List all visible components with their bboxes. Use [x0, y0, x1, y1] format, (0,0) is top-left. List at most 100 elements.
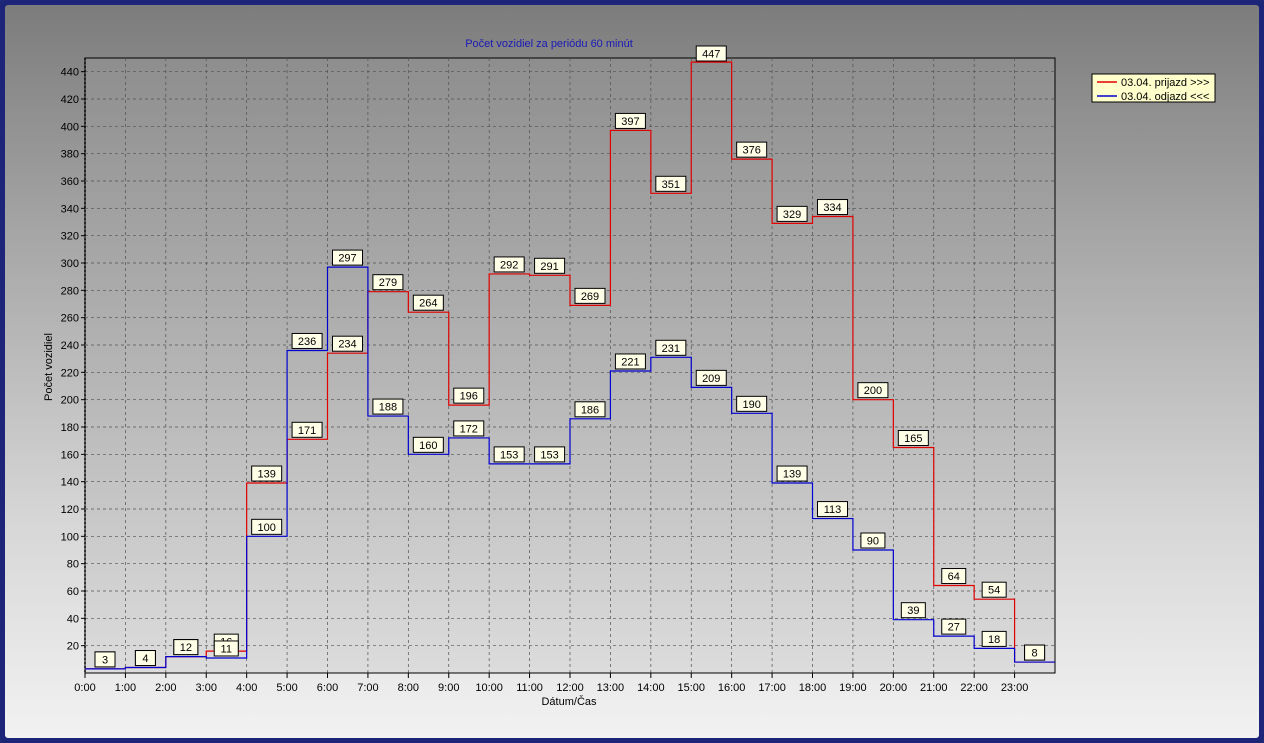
data-label-box [1024, 644, 1046, 661]
data-label-box [981, 581, 1007, 598]
data-label-text: 27 [948, 622, 960, 634]
data-label-text: 113 [824, 504, 842, 516]
data-label-text: 447 [702, 49, 720, 61]
x-axis-label: Dátum/Čas [541, 695, 597, 708]
x-tick-label: 0:00 [74, 682, 95, 694]
data-label-box [173, 639, 199, 656]
data-label-box [776, 465, 808, 482]
data-label-box [941, 618, 967, 635]
y-tick-label: 120 [61, 504, 79, 516]
x-tick-label: 7:00 [357, 682, 378, 694]
x-tick-label: 4:00 [236, 682, 257, 694]
y-tick-label: 300 [61, 258, 79, 270]
data-label: 139 [251, 465, 283, 482]
data-label: 171 [291, 421, 323, 438]
y-tick-label: 380 [61, 149, 79, 161]
y-tick-label: 60 [67, 586, 79, 598]
data-label-text: 291 [540, 261, 558, 273]
data-label: 196 [453, 387, 485, 404]
x-tick-label: 16:00 [718, 682, 746, 694]
data-label-text: 279 [379, 277, 397, 289]
data-label-text: 90 [867, 536, 879, 548]
y-tick-label: 280 [61, 285, 79, 297]
data-label: 11 [213, 640, 239, 657]
data-label-box [332, 249, 363, 266]
data-label: 234 [332, 335, 363, 352]
data-label: 376 [736, 141, 768, 158]
y-tick-label: 220 [61, 367, 79, 379]
y-tick-label: 260 [61, 313, 79, 325]
y-tick-label: 420 [61, 94, 79, 106]
x-tick-label: 22:00 [960, 682, 988, 694]
data-label-text: 221 [621, 356, 639, 368]
data-label-text: 209 [702, 373, 720, 385]
series-line-odjazd [85, 266, 1055, 670]
data-label-text: 297 [338, 253, 356, 265]
data-label-text: 100 [257, 522, 275, 534]
data-label-box [372, 274, 404, 291]
data-label: 12 [173, 639, 199, 656]
x-tick-label: 20:00 [880, 682, 908, 694]
data-labels: 3412161391712342792641962922912693973514… [94, 45, 1046, 668]
y-tick-label: 400 [61, 121, 79, 133]
data-label-box [534, 257, 566, 274]
x-tick-label: 11:00 [516, 682, 543, 694]
data-label-box [332, 335, 363, 352]
data-label: 160 [412, 436, 444, 453]
y-tick-label: 80 [67, 559, 79, 571]
data-label-box [251, 465, 283, 482]
x-tick-label: 13:00 [597, 682, 625, 694]
data-label: 172 [453, 420, 485, 437]
data-label-text: 190 [742, 399, 760, 411]
data-label-box [453, 387, 485, 404]
data-label-text: 64 [948, 571, 960, 583]
data-label-box [981, 630, 1007, 647]
data-label: 3 [94, 651, 116, 668]
data-label-text: 160 [419, 440, 437, 452]
data-label-box [493, 256, 525, 273]
data-label-box [860, 532, 886, 549]
x-tick-label: 15:00 [677, 682, 705, 694]
data-label: 4 [134, 650, 156, 667]
data-label-box [412, 294, 444, 311]
legend-label-prijazd: 03.04. prijazd >>> [1121, 77, 1209, 89]
data-label-box [94, 651, 116, 668]
y-tick-label: 440 [61, 67, 79, 79]
data-label-text: 351 [662, 179, 680, 191]
data-label: 54 [981, 581, 1007, 598]
y-tick-label: 340 [61, 203, 79, 215]
data-label: 269 [574, 287, 606, 304]
data-label: 264 [412, 294, 444, 311]
data-label-box [736, 395, 768, 412]
data-label-text: 171 [298, 425, 316, 437]
data-label-text: 3 [102, 654, 108, 666]
data-label-text: 139 [257, 469, 275, 481]
y-tick-label: 100 [61, 531, 79, 543]
x-tick-label: 2:00 [155, 682, 176, 694]
data-label: 8 [1024, 644, 1046, 661]
data-label-box [817, 501, 848, 518]
data-label: 165 [897, 430, 929, 446]
data-label-text: 376 [742, 145, 760, 157]
data-label: 221 [614, 353, 646, 370]
legend: 03.04. prijazd >>> 03.04. odjazd <<< [1091, 73, 1216, 103]
x-tick-label: 17:00 [758, 682, 786, 694]
data-label-text: 292 [500, 259, 518, 271]
data-label-box [897, 430, 929, 446]
y-tick-label: 200 [61, 395, 79, 407]
data-label-text: 172 [460, 423, 478, 435]
data-label: 64 [941, 568, 967, 585]
data-label-text: 153 [500, 449, 518, 461]
data-label-box [453, 420, 485, 437]
data-label-text: 269 [581, 291, 599, 303]
data-label: 100 [251, 518, 283, 535]
data-label-box [534, 446, 566, 463]
data-label-box [614, 353, 646, 370]
data-label-text: 139 [783, 469, 801, 481]
x-tick-label: 10:00 [475, 682, 503, 694]
x-tick-label: 21:00 [920, 682, 948, 694]
x-tick-label: 8:00 [398, 682, 419, 694]
data-label-box [213, 640, 239, 657]
data-label-text: 39 [907, 605, 919, 617]
y-axis-label: Počet vozidiel [43, 333, 55, 401]
